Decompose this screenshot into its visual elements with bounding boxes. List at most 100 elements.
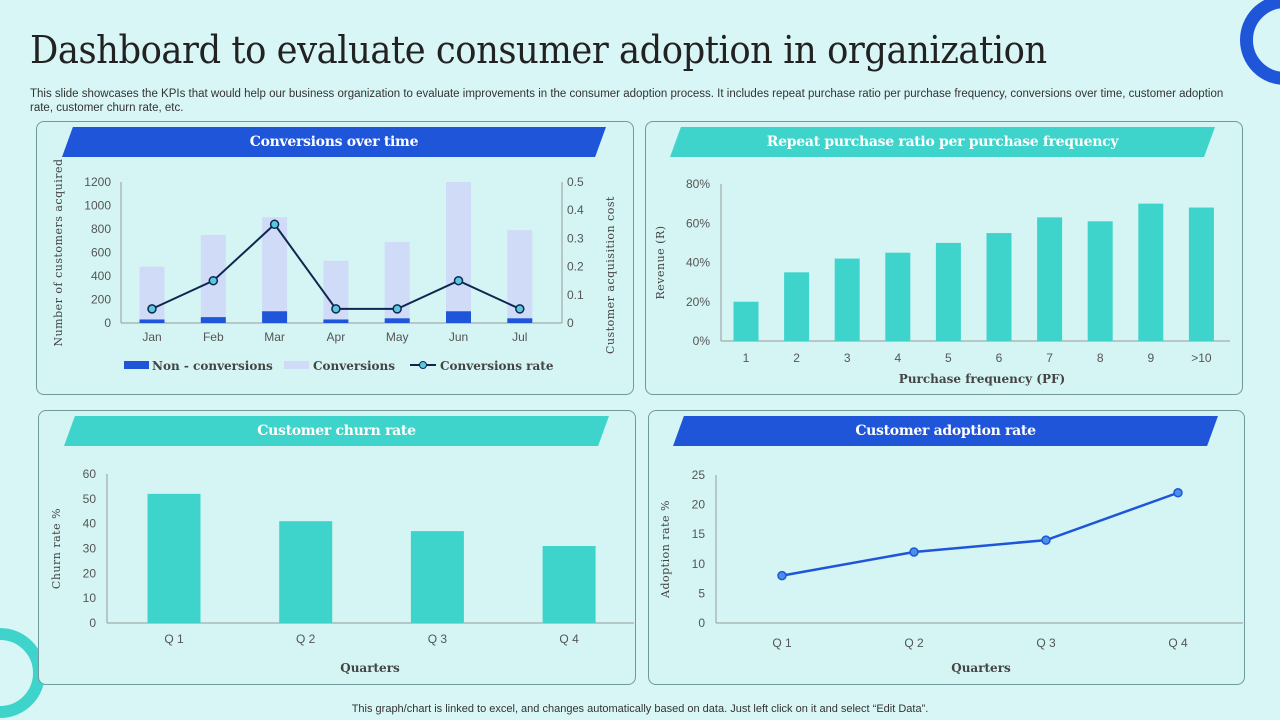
x-tick-label: Q 2 [296, 632, 316, 646]
x-tick-label: >10 [1191, 351, 1212, 365]
y-tick-label: 30 [83, 542, 97, 556]
bar-conversions [139, 266, 165, 323]
bar-non-conversions [446, 311, 471, 323]
bar-repeat-purchase [1138, 203, 1164, 341]
page-title: Dashboard to evaluate consumer adoption … [30, 28, 1047, 72]
panel-adoption [648, 410, 1245, 685]
y-tick-label: 20 [692, 498, 706, 512]
y-tick-label: 0% [693, 334, 711, 348]
y-axis-title: Number of customers acquired [52, 158, 65, 346]
x-tick-label: Feb [203, 330, 224, 344]
y2-tick-label: 0.2 [567, 260, 584, 274]
x-tick-label: 9 [1147, 351, 1154, 365]
x-tick-label: 1 [743, 351, 750, 365]
bar-non-conversions [507, 318, 533, 323]
point-adoption-rate [909, 547, 919, 557]
page-subtitle: This slide showcases the KPIs that would… [30, 88, 1224, 114]
legend-label-non-conversions: Non - conversions [152, 359, 273, 373]
legend-swatch-non-conversions [124, 361, 149, 369]
y2-tick-label: 0.5 [567, 175, 584, 189]
point-conversions-rate [515, 304, 525, 314]
y-tick-label: 800 [91, 222, 111, 236]
x-tick-label: 6 [996, 351, 1003, 365]
x-tick-label: May [386, 330, 409, 344]
bar-conversions [323, 260, 349, 323]
x-tick-label: Q 4 [559, 632, 579, 646]
y-tick-label: 0 [89, 616, 96, 630]
y-tick-label: 25 [692, 468, 706, 482]
point-conversions-rate [453, 275, 464, 286]
bar-repeat-purchase [986, 233, 1012, 341]
point-adoption-rate [1173, 488, 1183, 498]
y-tick-label: 80% [686, 177, 710, 191]
line-adoption-rate [781, 491, 1179, 577]
point-conversions-rate [147, 304, 157, 314]
y-tick-label: 60% [686, 216, 710, 230]
point-conversions-rate [269, 219, 280, 230]
x-tick-label: Jul [512, 330, 527, 344]
bar-repeat-purchase [1037, 217, 1063, 341]
bar-repeat-purchase [1087, 221, 1113, 341]
bar-non-conversions [323, 319, 349, 323]
y-tick-label: 40% [686, 256, 710, 270]
x-tick-label: Jun [449, 330, 468, 344]
y2-tick-label: 0.1 [567, 288, 584, 302]
y-axis-title: Churn rate % [50, 508, 63, 589]
y-axis-title: Revenue (R) [654, 225, 667, 299]
bar-repeat-purchase [885, 252, 911, 341]
bar-non-conversions [200, 317, 226, 323]
y-tick-label: 0 [698, 616, 705, 630]
point-conversions-rate [392, 304, 402, 314]
x-tick-label: Q 1 [772, 636, 792, 650]
chart-title-conversions: Conversions over time [62, 127, 606, 157]
point-conversions-rate [208, 275, 219, 286]
x-tick-label: Jan [142, 330, 161, 344]
y2-tick-label: 0.4 [567, 203, 584, 217]
x-tick-label: Apr [327, 330, 346, 344]
x-axis-title: Quarters [951, 661, 1011, 675]
y-tick-label: 15 [692, 527, 706, 541]
chart-title-repeat-purchase: Repeat purchase ratio per purchase frequ… [670, 127, 1215, 157]
bar-churn-rate [279, 521, 333, 623]
x-tick-label: Q 3 [428, 632, 448, 646]
bar-churn-rate [542, 546, 596, 623]
x-tick-label: 4 [894, 351, 901, 365]
bar-non-conversions [139, 319, 165, 323]
bar-non-conversions [384, 318, 410, 323]
footer-note: This graph/chart is linked to excel, and… [351, 703, 929, 715]
point-adoption-rate [777, 570, 787, 581]
bar-churn-rate [147, 493, 201, 623]
x-tick-label: Q 4 [1168, 636, 1188, 650]
y-tick-label: 5 [698, 586, 705, 600]
y-tick-label: 20 [83, 566, 97, 580]
legend-swatch-conversions [284, 361, 309, 369]
bar-churn-rate [410, 531, 464, 623]
x-axis-title: Purchase frequency (PF) [899, 372, 1065, 386]
y-tick-label: 0 [104, 316, 111, 330]
point-adoption-rate [1041, 535, 1051, 545]
legend-marker-conversions-rate [419, 361, 427, 369]
y-tick-label: 10 [83, 591, 97, 605]
x-tick-label: 2 [793, 351, 800, 365]
y-tick-label: 60 [83, 467, 97, 481]
bar-repeat-purchase [1188, 207, 1214, 341]
y-tick-label: 40 [83, 517, 97, 531]
x-tick-label: Mar [264, 330, 285, 344]
bar-repeat-purchase [733, 301, 759, 341]
y-tick-label: 50 [83, 492, 97, 506]
y2-tick-label: 0.3 [567, 231, 584, 245]
y2-tick-label: 0 [567, 316, 574, 330]
point-conversions-rate [331, 304, 341, 314]
bar-repeat-purchase [784, 272, 810, 341]
y-tick-label: 600 [91, 246, 111, 260]
y2-axis-title: Customer acquisition cost [604, 196, 617, 354]
chart-title-churn: Customer churn rate [64, 416, 609, 446]
panel-churn [38, 410, 636, 685]
x-axis-title: Quarters [340, 661, 400, 675]
y-tick-label: 200 [91, 293, 111, 307]
y-tick-label: 400 [91, 269, 111, 283]
x-tick-label: 8 [1097, 351, 1104, 365]
y-tick-label: 10 [692, 557, 706, 571]
y-tick-label: 1200 [84, 175, 111, 189]
x-tick-label: 5 [945, 351, 952, 365]
